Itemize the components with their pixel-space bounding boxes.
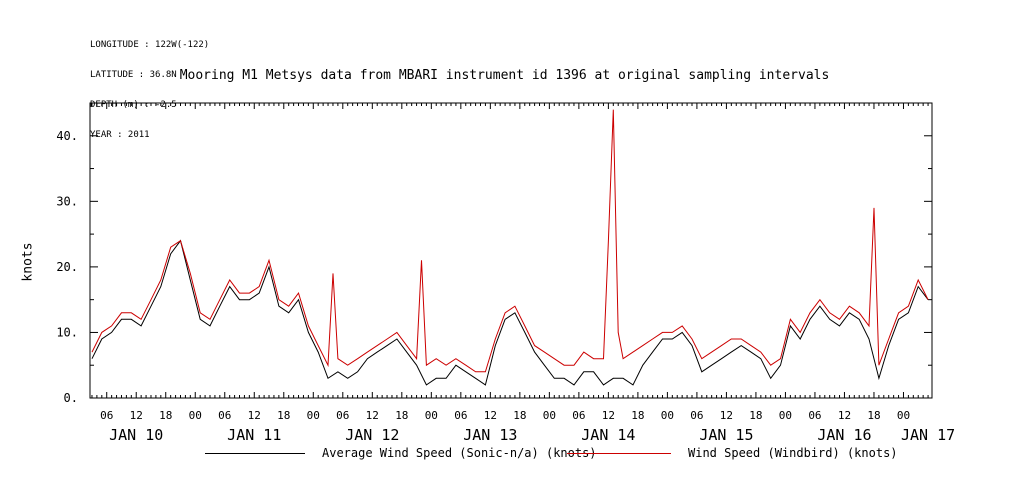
series-windbird-group [91,109,929,373]
hour-tick-label: 12 [720,409,733,422]
hour-tick-label: 00 [897,409,910,422]
hour-tick-label: 18 [395,409,408,422]
hour-tick-label: 12 [248,409,261,422]
legend-red-swatch [567,453,671,454]
series-line [91,109,929,373]
hour-tick-label: 00 [779,409,792,422]
tick-label-group: 0. 10. 20. 30. 40. 06 12 18 00 06 12 18 00 06 12 18 00 06… [56,129,955,444]
hour-tick-label: 00 [661,409,674,422]
legend-red-label: Wind Speed (Windbird) (knots) [688,446,898,460]
hour-tick-label: 06 [218,409,231,422]
longitude-label: LONGITUDE : 122W(-122) [90,40,210,50]
hour-tick-label: 12 [130,409,143,422]
legend-black-label: Average Wind Speed (Sonic-n/a) (knots) [322,446,597,460]
y-tick-label: 30. [56,194,78,208]
series-line [91,239,929,386]
day-label: JAN 14 [581,426,635,444]
tick-group [90,102,932,399]
day-label: JAN 16 [817,426,871,444]
year-label: YEAR : 2011 [90,130,150,140]
series-average-wind-group [91,239,929,386]
hour-tick-label: 00 [307,409,320,422]
plot-frame [89,102,933,399]
hour-tick-label: 06 [572,409,585,422]
hour-tick-label: 12 [366,409,379,422]
y-tick-label: 10. [56,325,78,339]
day-label: JAN 10 [109,426,163,444]
day-label: JAN 15 [699,426,753,444]
hour-tick-label: 06 [808,409,821,422]
y-tick-label: 40. [56,129,78,143]
hour-tick-label: 06 [336,409,349,422]
hour-tick-label: 18 [749,409,762,422]
y-axis-label: knots [20,242,36,282]
legend-black-swatch [205,453,305,454]
hour-tick-label: 12 [838,409,851,422]
day-label: JAN 13 [463,426,517,444]
hour-tick-label: 18 [631,409,644,422]
hour-tick-label: 12 [602,409,615,422]
hour-tick-label: 06 [100,409,113,422]
chart-title: Mooring M1 Metsys data from MBARI instru… [179,68,830,83]
y-tick-label: 0. [64,391,78,405]
hour-tick-label: 06 [454,409,467,422]
day-label: JAN 11 [227,426,281,444]
hour-tick-label: 18 [513,409,526,422]
hour-tick-label: 12 [484,409,497,422]
hour-tick-label: 00 [425,409,438,422]
hour-tick-label: 18 [159,409,172,422]
day-label: JAN 12 [345,426,399,444]
latitude-label: LATITUDE : 36.8N [90,70,177,80]
legend: Average Wind Speed (Sonic-n/a) (knots) W… [0,445,1009,465]
hour-tick-label: 00 [543,409,556,422]
hour-tick-label: 18 [867,409,880,422]
hour-tick-label: 06 [690,409,703,422]
day-label: JAN 17 [901,426,955,444]
y-tick-label: 20. [56,260,78,274]
hour-tick-label: 18 [277,409,290,422]
hour-tick-label: 00 [189,409,202,422]
